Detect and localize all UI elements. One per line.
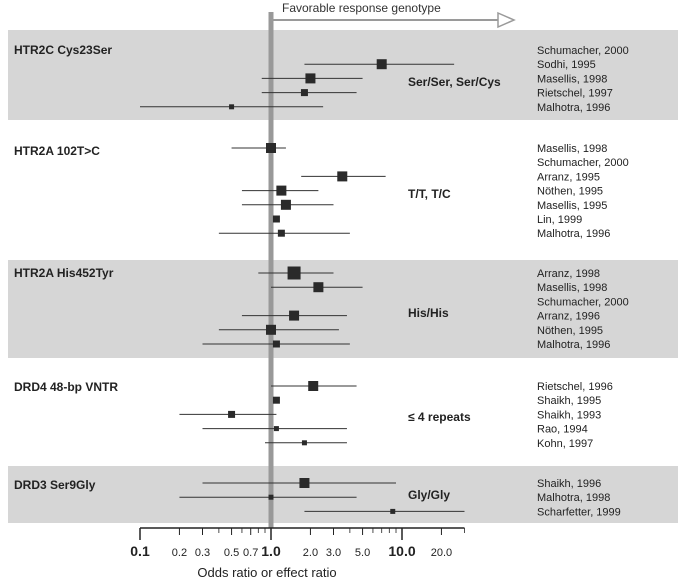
x-axis-title: Odds ratio or effect ratio <box>197 565 336 579</box>
study-label: Shaikh, 1996 <box>537 478 601 490</box>
point-estimate <box>276 185 287 196</box>
group-band <box>8 30 678 120</box>
study-label: Sodhi, 1995 <box>537 59 596 71</box>
genotype-label: His/His <box>408 306 449 320</box>
tick-label: 2.0 <box>303 547 318 559</box>
study-label: Masellis, 1995 <box>537 200 607 212</box>
point-estimate <box>272 215 280 223</box>
study-label: Arranz, 1995 <box>537 171 600 183</box>
point-estimate <box>390 508 396 514</box>
study-label: Kohn, 1997 <box>537 438 593 450</box>
genotype-label: T/T, T/C <box>408 187 451 201</box>
point-estimate <box>272 396 280 404</box>
study-label: Masellis, 1998 <box>537 282 607 294</box>
study-label: Rietschel, 1997 <box>537 88 613 100</box>
tick-label: 0.3 <box>195 547 210 559</box>
tick-label: 10.0 <box>388 543 415 559</box>
genotype-label: Ser/Ser, Ser/Cys <box>408 75 501 89</box>
point-estimate <box>299 478 310 488</box>
point-estimate <box>268 494 274 500</box>
genotype-label: ≤ 4 repeats <box>408 410 471 424</box>
point-estimate <box>289 310 300 321</box>
point-estimate <box>300 89 308 97</box>
tick-label: 1.0 <box>261 543 281 559</box>
point-estimate <box>272 340 280 348</box>
study-label: Nöthen, 1995 <box>537 325 603 337</box>
point-estimate <box>305 73 316 84</box>
point-estimate <box>308 381 319 391</box>
study-label: Nöthen, 1995 <box>537 186 603 198</box>
point-estimate <box>337 171 348 182</box>
group-label: DRD3 Ser9Gly <box>14 478 96 492</box>
tick-label: 20.0 <box>431 547 452 559</box>
tick-label: 5.0 <box>355 547 370 559</box>
study-label: Schumacher, 2000 <box>537 296 629 308</box>
point-estimate <box>277 229 285 237</box>
group-bands <box>8 30 678 523</box>
study-label: Rietschel, 1996 <box>537 381 613 393</box>
study-label: Masellis, 1998 <box>537 143 607 155</box>
study-label: Arranz, 1998 <box>537 268 600 280</box>
group-band <box>8 260 678 358</box>
study-label: Schumacher, 2000 <box>537 45 629 57</box>
study-label: Lin, 1999 <box>537 214 582 226</box>
point-estimate <box>287 266 301 280</box>
group-label: HTR2A His452Tyr <box>14 266 114 280</box>
study-label: Malhotra, 1996 <box>537 102 610 114</box>
x-axis: 0.1 0.2 0.3 0.5 0.7 1.0 2.0 3.0 5.0 10.0 20.0 Odds … <box>130 527 465 579</box>
tick-label: 0.1 <box>130 543 150 559</box>
study-label: Masellis, 1998 <box>537 73 607 85</box>
point-estimate <box>228 410 236 418</box>
group-label: DRD4 48-bp VNTR <box>14 380 118 394</box>
tick-label: 0.5 <box>224 547 239 559</box>
arrow-label: Favorable response genotype <box>282 1 441 15</box>
point-estimate <box>376 59 387 70</box>
study-label: Rao, 1994 <box>537 424 588 436</box>
arrow-head <box>497 11 516 29</box>
study-label: Malhotra, 1996 <box>537 339 610 351</box>
study-label: Shaikh, 1993 <box>537 409 601 421</box>
tick-label: 0.2 <box>172 547 187 559</box>
reference-line-group <box>268 11 516 528</box>
point-estimate <box>273 426 279 432</box>
study-label: Malhotra, 1996 <box>537 228 610 240</box>
study-label: Malhotra, 1998 <box>537 492 610 504</box>
point-estimate <box>280 199 291 210</box>
study-label: Arranz, 1996 <box>537 311 600 323</box>
point-estimate <box>229 104 235 110</box>
study-label: Schumacher, 2000 <box>537 157 629 169</box>
tick-label: 3.0 <box>326 547 341 559</box>
study-label: Scharfetter, 1999 <box>537 506 621 518</box>
point-estimate <box>301 440 307 446</box>
point-estimate <box>266 324 276 335</box>
point-estimate <box>266 143 276 153</box>
study-marks <box>140 59 465 514</box>
point-estimate <box>313 282 324 293</box>
group-label: HTR2A 102T>C <box>14 144 100 158</box>
study-label: Shaikh, 1995 <box>537 395 601 407</box>
tick-label: 0.7 <box>243 547 258 559</box>
labels: HTR2C Cys23Ser Ser/Ser, Ser/Cys Schumacher… <box>14 1 629 518</box>
group-band <box>8 466 678 523</box>
genotype-label: Gly/Gly <box>408 488 450 502</box>
group-label: HTR2C Cys23Ser <box>14 43 112 57</box>
